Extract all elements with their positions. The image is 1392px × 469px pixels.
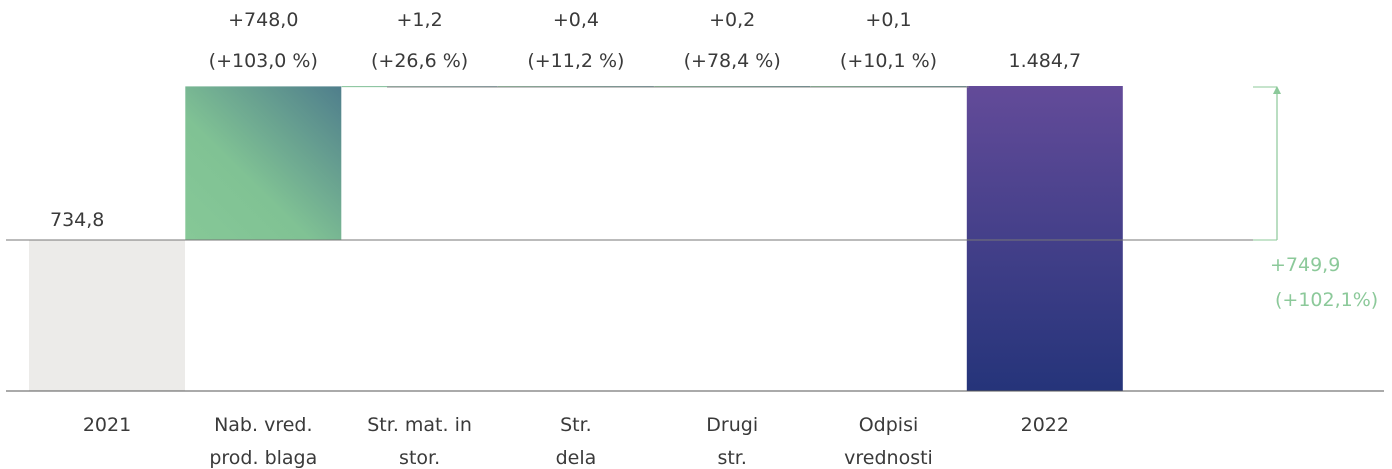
category-label-3-0: Str. [560,414,592,436]
pct-label-5: (+10,1 %) [840,50,937,72]
delta-label-4: +0,2 [709,9,755,31]
bar-end [966,86,1123,391]
value-label-start: 734,8 [50,209,104,231]
category-label-1-0: Nab. vred. [214,414,312,436]
category-label-4-0: Drugi [706,414,758,436]
category-label-2-0: Str. mat. in [367,414,472,436]
bar-change-1 [185,86,342,241]
category-label-4-1: str. [717,447,746,469]
total-change-label: +749,9 [1270,254,1340,276]
delta-label-3: +0,4 [553,9,599,31]
category-label-2-1: stor. [399,447,440,469]
category-label-0-0: 2021 [83,414,131,436]
total-change-pct-label: (+102,1%) [1275,289,1378,311]
category-label-3-1: dela [556,447,597,469]
delta-label-5: +0,1 [865,9,911,31]
category-label-5-0: Odpisi [859,414,919,436]
pct-label-4: (+78,4 %) [684,50,781,72]
category-label-1-1: prod. blaga [209,447,317,469]
value-label-end: 1.484,7 [1009,50,1082,72]
delta-label-1: +748,0 [228,9,298,31]
delta-label-2: +1,2 [397,9,443,31]
pct-label-3: (+11,2 %) [527,50,624,72]
pct-label-1: (+103,0 %) [209,50,318,72]
category-label-6-0: 2022 [1021,414,1069,436]
bar-start [29,240,185,391]
pct-label-2: (+26,6 %) [371,50,468,72]
category-label-5-1: vrednosti [844,447,933,469]
arrow-head [1273,86,1281,94]
